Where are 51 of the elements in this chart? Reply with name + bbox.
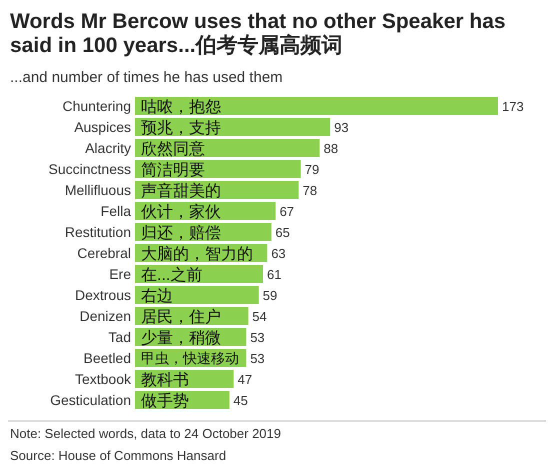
data-label: 79: [304, 162, 320, 177]
y-tick-label: Textbook: [74, 371, 132, 387]
data-label: 45: [233, 393, 248, 408]
text: Note: Selected words, data to 24 October 2019: [10, 426, 282, 441]
annotation: 做手势: [141, 392, 189, 410]
y-tick-label: Tad: [108, 329, 131, 345]
data-label: 67: [280, 204, 294, 219]
data-label: 93: [334, 120, 349, 135]
data-label: 47: [238, 372, 252, 387]
y-tick-label: Succinctness: [48, 161, 131, 177]
y-tick-label: Restitution: [64, 224, 131, 240]
source-note: Source: House of Commons Hansard: [10, 448, 226, 463]
annotation: 右边: [141, 287, 173, 305]
data-label: 54: [252, 309, 267, 324]
y-tick-label: Dextrous: [74, 287, 131, 303]
annotation: 声音甜美的: [141, 182, 221, 200]
bar: [135, 286, 259, 304]
y-tick-label: Auspices: [74, 119, 131, 135]
y-tick-label: Beetled: [84, 350, 131, 366]
data-label: 61: [266, 267, 282, 282]
annotation: 在...之前: [141, 266, 202, 284]
chart-title: Words Mr Bercow uses that no other Speaker has said in 100 years...伯考专属高频词: [10, 10, 506, 57]
y-tick-label: Gesticulation: [50, 392, 131, 408]
y-tick-label: Mellifluous: [64, 182, 131, 198]
bar: [135, 97, 498, 115]
annotation: 居民，住户: [141, 308, 221, 326]
data-label: 173: [502, 99, 524, 114]
annotation: 伙计，家伙: [141, 203, 221, 221]
data-label: 65: [275, 225, 290, 240]
data-label: 78: [302, 183, 318, 198]
data-label: 63: [271, 246, 286, 261]
annotation: 甲虫，快速移动: [141, 350, 239, 366]
y-tick-label: Alacrity: [85, 140, 131, 156]
annotation: 简洁明要: [141, 161, 205, 179]
annotation: 大脑的，智力的: [141, 245, 253, 263]
annotation: 欣然同意: [141, 140, 205, 158]
annotation: 少量，稍微: [141, 329, 221, 347]
y-tick-label: Chuntering: [62, 98, 131, 114]
annotation: 预兆，支持: [141, 119, 221, 137]
data-label: 53: [250, 330, 265, 345]
annotation: 归还，赔偿: [141, 224, 221, 242]
data-label: 53: [250, 351, 265, 366]
annotation: 咕哝，抱怨: [141, 98, 221, 116]
annotation: 教科书: [141, 371, 189, 389]
chart-subtitle: ...and number of times he has used them: [10, 69, 283, 86]
y-tick-label: Cerebral: [77, 245, 131, 261]
data-label: 88: [324, 141, 338, 156]
y-tick-label: Ere: [109, 266, 132, 282]
data-label: 59: [262, 288, 278, 303]
y-tick-label: Fella: [100, 203, 132, 219]
y-tick-label: Denizen: [80, 308, 131, 324]
